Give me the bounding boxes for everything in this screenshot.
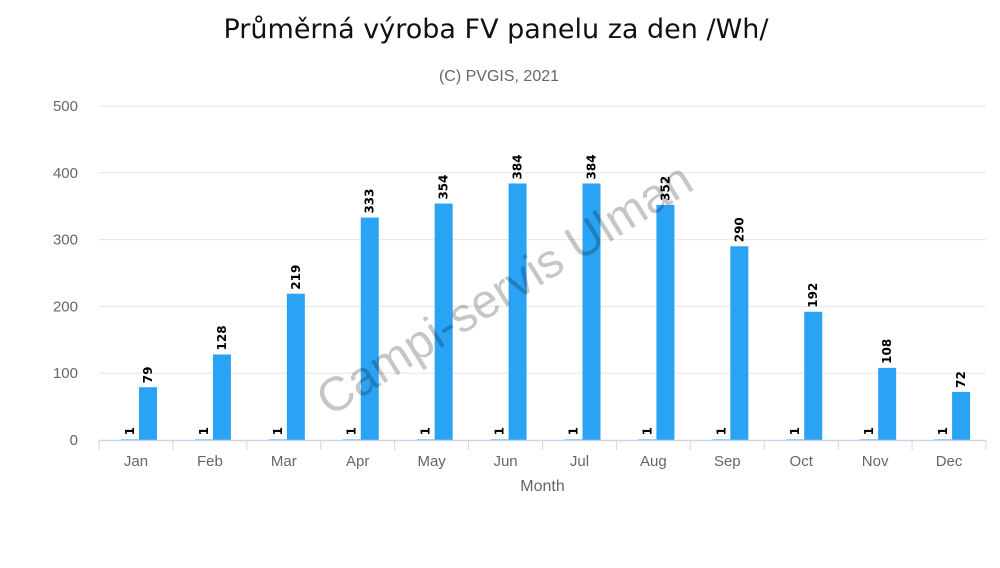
data-label: 1 bbox=[640, 427, 654, 435]
data-label: 1 bbox=[123, 427, 137, 435]
x-tick-label: Dec bbox=[936, 453, 963, 470]
y-tick-label: 200 bbox=[53, 298, 78, 315]
chart-title: Průměrná výroba FV panelu za den /Wh/ bbox=[223, 14, 769, 45]
bar bbox=[268, 439, 287, 441]
bar bbox=[416, 439, 435, 441]
y-tick-label: 100 bbox=[53, 365, 78, 382]
data-label: 1 bbox=[345, 427, 359, 435]
bar bbox=[360, 217, 379, 440]
data-label: 219 bbox=[289, 265, 303, 290]
bar bbox=[564, 439, 583, 441]
bar bbox=[860, 439, 879, 441]
data-label: 1 bbox=[788, 427, 802, 435]
y-tick-label: 300 bbox=[53, 232, 78, 249]
data-label: 354 bbox=[437, 174, 451, 199]
bar bbox=[490, 439, 509, 441]
y-tick-label: 400 bbox=[53, 165, 78, 182]
data-label: 72 bbox=[954, 371, 968, 388]
x-axis-label: Month bbox=[520, 478, 564, 495]
y-tick-label: 0 bbox=[70, 432, 78, 449]
data-label: 290 bbox=[732, 217, 746, 242]
bar bbox=[194, 439, 213, 441]
data-label: 1 bbox=[419, 427, 433, 435]
data-label: 1 bbox=[567, 427, 581, 435]
data-label: 1 bbox=[714, 427, 728, 435]
data-label: 352 bbox=[658, 176, 672, 201]
x-tick-label: Aug bbox=[640, 453, 667, 470]
x-tick-label: Mar bbox=[271, 453, 297, 470]
x-tick-label: Sep bbox=[714, 453, 741, 470]
bar bbox=[582, 183, 601, 440]
data-label: 384 bbox=[585, 154, 599, 179]
gridlines bbox=[99, 105, 986, 374]
x-tick-label: Nov bbox=[862, 453, 889, 470]
x-tick-label: Feb bbox=[197, 453, 223, 470]
data-labels: 1 79 1 128 1 219 1 333 1 354 1 384 1 384 1 352 1 290 1 192 1… bbox=[123, 154, 968, 435]
data-label: 192 bbox=[806, 283, 820, 308]
bar bbox=[656, 204, 675, 440]
y-tick-label: 500 bbox=[53, 98, 78, 115]
chart-subtitle: (C) PVGIS, 2021 bbox=[438, 68, 560, 85]
bar bbox=[878, 367, 897, 440]
bar bbox=[342, 439, 361, 441]
bar bbox=[952, 391, 971, 440]
bar bbox=[139, 387, 157, 440]
data-label: 128 bbox=[215, 325, 229, 350]
data-label: 1 bbox=[197, 427, 211, 435]
x-tick-label: Apr bbox=[346, 453, 369, 470]
x-tick-label: Jul bbox=[570, 453, 589, 470]
bar bbox=[638, 439, 657, 441]
data-label: 108 bbox=[880, 339, 894, 364]
x-tick-label: Oct bbox=[790, 453, 814, 470]
bars bbox=[121, 183, 971, 441]
data-label: 1 bbox=[936, 427, 950, 435]
bar bbox=[712, 439, 731, 441]
bar bbox=[730, 246, 749, 440]
bar bbox=[121, 439, 139, 441]
data-label: 384 bbox=[511, 154, 525, 179]
bar bbox=[934, 439, 953, 441]
bar bbox=[508, 183, 527, 440]
x-axis: Jan Feb Mar Apr May Jun Jul Aug Sep Oct Nov Dec bbox=[98, 439, 987, 470]
data-label: 79 bbox=[141, 367, 155, 384]
data-label: 1 bbox=[862, 427, 876, 435]
bar bbox=[212, 354, 231, 440]
bar bbox=[434, 203, 453, 440]
data-label: 1 bbox=[493, 427, 507, 435]
bar bbox=[804, 311, 823, 440]
bar bbox=[286, 293, 305, 440]
x-tick-label: Jan bbox=[124, 453, 148, 470]
data-label: 1 bbox=[271, 427, 285, 435]
bar bbox=[786, 439, 805, 441]
data-label: 333 bbox=[363, 188, 377, 213]
x-tick-label: Jun bbox=[493, 453, 517, 470]
y-axis-ticks: 0 100 200 300 400 500 bbox=[53, 98, 78, 449]
x-tick-label: May bbox=[417, 453, 446, 470]
